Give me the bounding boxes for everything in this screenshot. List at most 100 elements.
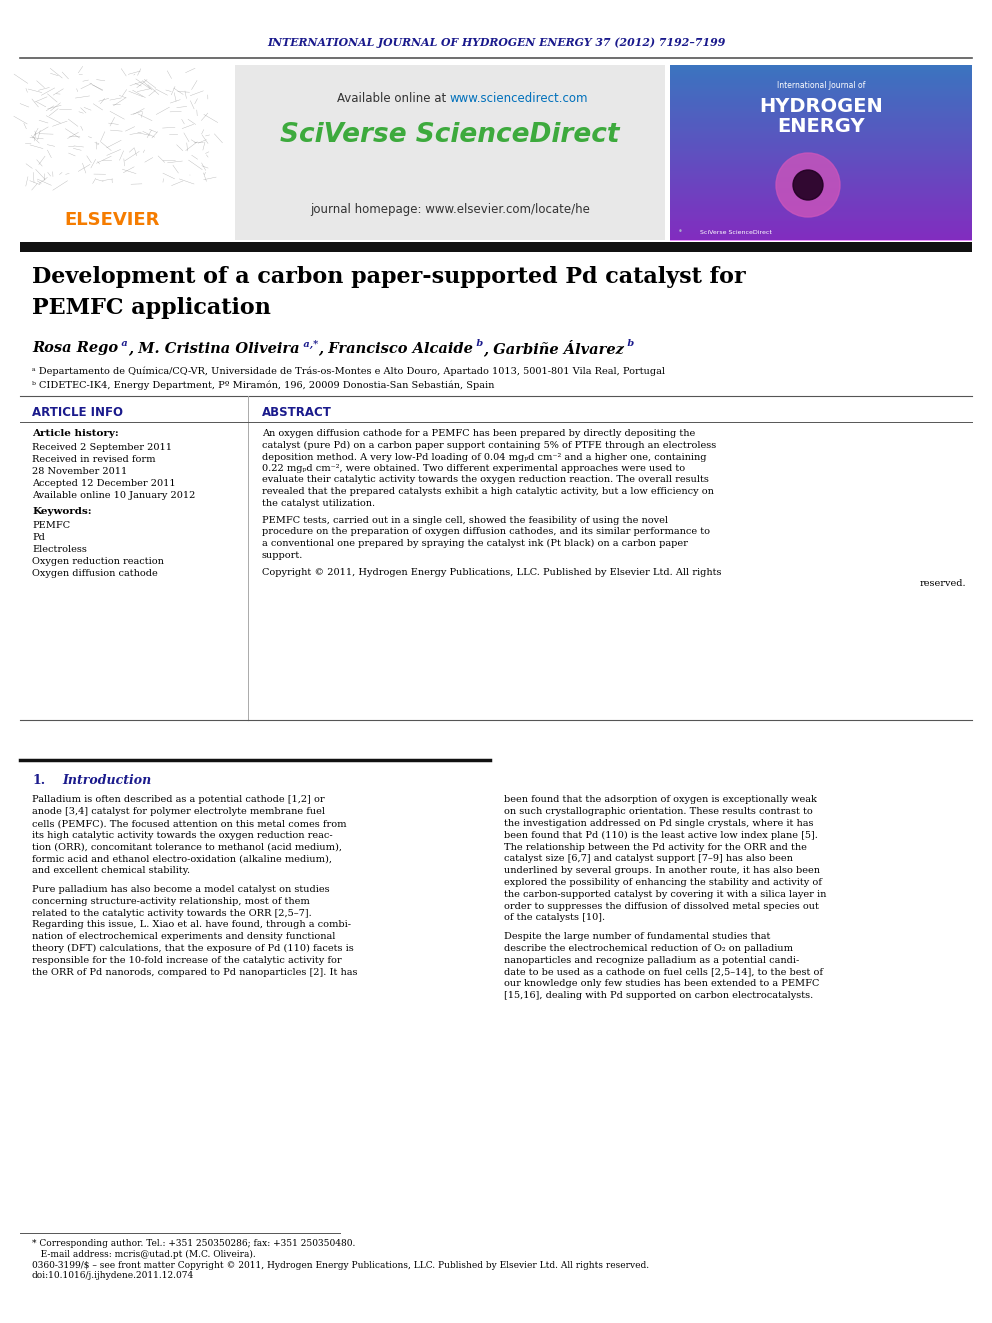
Text: date to be used as a cathode on fuel cells [2,5–14], to the best of: date to be used as a cathode on fuel cel…: [504, 967, 823, 976]
Text: its high catalytic activity towards the oxygen reduction reac-: its high catalytic activity towards the …: [32, 831, 332, 840]
Text: catalyst size [6,7] and catalyst support [7–9] has also been: catalyst size [6,7] and catalyst support…: [504, 855, 793, 864]
Text: Electroless: Electroless: [32, 545, 87, 553]
Bar: [670, 95, 972, 98]
Text: the catalyst utilization.: the catalyst utilization.: [262, 499, 375, 508]
Bar: [670, 217, 972, 220]
Bar: [670, 180, 972, 181]
Text: ᵃ Departamento de Química/CQ-VR, Universidade de Trás-os-Montes e Alto Douro, Ap: ᵃ Departamento de Química/CQ-VR, Univers…: [32, 366, 665, 376]
Bar: [670, 194, 972, 197]
Bar: [670, 188, 972, 191]
Bar: [670, 153, 972, 155]
Bar: [670, 91, 972, 94]
Text: underlined by several groups. In another route, it has also been: underlined by several groups. In another…: [504, 867, 820, 876]
Bar: [670, 118, 972, 120]
Bar: [670, 164, 972, 167]
Text: * Corresponding author. Tel.: +351 250350286; fax: +351 250350480.: * Corresponding author. Tel.: +351 25035…: [32, 1238, 355, 1248]
Text: b: b: [624, 340, 634, 348]
Bar: [670, 81, 972, 82]
Text: catalyst (pure Pd) on a carbon paper support containing 5% of PTFE through an el: catalyst (pure Pd) on a carbon paper sup…: [262, 441, 716, 450]
Bar: [670, 210, 972, 213]
Text: journal homepage: www.elsevier.com/locate/he: journal homepage: www.elsevier.com/locat…: [310, 204, 590, 217]
Text: Oxygen reduction reaction: Oxygen reduction reaction: [32, 557, 164, 565]
Text: , Francisco Alcaide: , Francisco Alcaide: [317, 341, 472, 355]
Text: order to suppresses the diffusion of dissolved metal species out: order to suppresses the diffusion of dis…: [504, 902, 818, 910]
Bar: [670, 131, 972, 134]
Text: theory (DFT) calculations, that the exposure of Pd (110) facets is: theory (DFT) calculations, that the expo…: [32, 945, 354, 953]
Bar: [20, 242, 972, 251]
Bar: [670, 204, 972, 206]
Bar: [670, 238, 972, 241]
Text: been found that the adsorption of oxygen is exceptionally weak: been found that the adsorption of oxygen…: [504, 795, 816, 804]
Text: been found that Pd (110) is the least active low index plane [5].: been found that Pd (110) is the least ac…: [504, 831, 817, 840]
Text: anode [3,4] catalyst for polymer electrolyte membrane fuel: anode [3,4] catalyst for polymer electro…: [32, 807, 325, 816]
Bar: [670, 105, 972, 107]
Text: Accepted 12 December 2011: Accepted 12 December 2011: [32, 479, 176, 487]
Bar: [670, 161, 972, 164]
Text: ᵇ CIDETEC-IK4, Energy Department, Pº Miramón, 196, 20009 Donostia-San Sebastián,: ᵇ CIDETEC-IK4, Energy Department, Pº Mir…: [32, 380, 494, 390]
Bar: [670, 148, 972, 151]
Text: doi:10.1016/j.ijhydene.2011.12.074: doi:10.1016/j.ijhydene.2011.12.074: [32, 1271, 194, 1281]
Text: Received in revised form: Received in revised form: [32, 455, 156, 463]
Bar: [670, 228, 972, 230]
Bar: [235, 65, 665, 239]
Text: evaluate their catalytic activity towards the oxygen reduction reaction. The ove: evaluate their catalytic activity toward…: [262, 475, 709, 484]
Bar: [670, 69, 972, 71]
Bar: [670, 89, 972, 91]
Text: INTERNATIONAL JOURNAL OF HYDROGEN ENERGY 37 (2012) 7192–7199: INTERNATIONAL JOURNAL OF HYDROGEN ENERGY…: [267, 37, 725, 49]
Bar: [670, 157, 972, 160]
Text: ENERGY: ENERGY: [777, 118, 865, 136]
Text: SciVerse ScienceDirect: SciVerse ScienceDirect: [700, 229, 772, 234]
Text: b: b: [472, 340, 483, 348]
Text: tion (ORR), concomitant tolerance to methanol (acid medium),: tion (ORR), concomitant tolerance to met…: [32, 843, 342, 852]
Text: •: •: [678, 228, 682, 237]
Bar: [670, 65, 972, 239]
Bar: [670, 147, 972, 148]
Bar: [670, 230, 972, 233]
Bar: [670, 107, 972, 108]
Text: procedure on the preparation of oxygen diffusion cathodes, and its similar perfo: procedure on the preparation of oxygen d…: [262, 528, 710, 537]
Text: 1.: 1.: [32, 774, 45, 786]
Bar: [670, 201, 972, 204]
Text: and excellent chemical stability.: and excellent chemical stability.: [32, 867, 190, 876]
Bar: [670, 226, 972, 228]
Bar: [670, 206, 972, 208]
Text: [15,16], dealing with Pd supported on carbon electrocatalysts.: [15,16], dealing with Pd supported on ca…: [504, 991, 813, 1000]
Text: the investigation addressed on Pd single crystals, where it has: the investigation addressed on Pd single…: [504, 819, 813, 828]
Bar: [670, 160, 972, 161]
Text: 28 November 2011: 28 November 2011: [32, 467, 127, 475]
Bar: [670, 155, 972, 157]
Bar: [670, 193, 972, 194]
Text: a conventional one prepared by spraying the catalyst ink (Pt black) on a carbon : a conventional one prepared by spraying …: [262, 538, 687, 548]
Circle shape: [776, 153, 840, 217]
Circle shape: [793, 169, 823, 200]
Bar: [670, 234, 972, 237]
Bar: [670, 85, 972, 87]
Bar: [670, 221, 972, 224]
Text: the ORR of Pd nanorods, compared to Pd nanoparticles [2]. It has: the ORR of Pd nanorods, compared to Pd n…: [32, 967, 357, 976]
Bar: [670, 67, 972, 69]
Bar: [670, 140, 972, 142]
Text: concerning structure-activity relationship, most of them: concerning structure-activity relationsh…: [32, 897, 310, 906]
Bar: [670, 173, 972, 175]
Text: 0360-3199/$ – see front matter Copyright © 2011, Hydrogen Energy Publications, L: 0360-3199/$ – see front matter Copyright…: [32, 1261, 649, 1270]
Bar: [670, 220, 972, 221]
Text: ABSTRACT: ABSTRACT: [262, 406, 332, 419]
Text: Received 2 September 2011: Received 2 September 2011: [32, 442, 172, 451]
Text: , M. Cristina Oliveira: , M. Cristina Oliveira: [128, 341, 300, 355]
Text: E-mail address: mcris@utad.pt (M.C. Oliveira).: E-mail address: mcris@utad.pt (M.C. Oliv…: [32, 1249, 256, 1258]
Text: describe the electrochemical reduction of O₂ on palladium: describe the electrochemical reduction o…: [504, 945, 793, 953]
Bar: [670, 224, 972, 226]
Bar: [670, 120, 972, 122]
Text: Article history:: Article history:: [32, 430, 119, 438]
Bar: [670, 200, 972, 201]
Text: PEMFC tests, carried out in a single cell, showed the feasibility of using the n: PEMFC tests, carried out in a single cel…: [262, 516, 668, 525]
Text: PEMFC application: PEMFC application: [32, 296, 271, 319]
Bar: [670, 134, 972, 135]
Bar: [670, 108, 972, 111]
Bar: [670, 151, 972, 153]
Bar: [670, 65, 972, 67]
Bar: [670, 82, 972, 85]
Bar: [670, 74, 972, 75]
Bar: [670, 142, 972, 144]
Text: Pure palladium has also become a model catalyst on studies: Pure palladium has also become a model c…: [32, 885, 329, 894]
